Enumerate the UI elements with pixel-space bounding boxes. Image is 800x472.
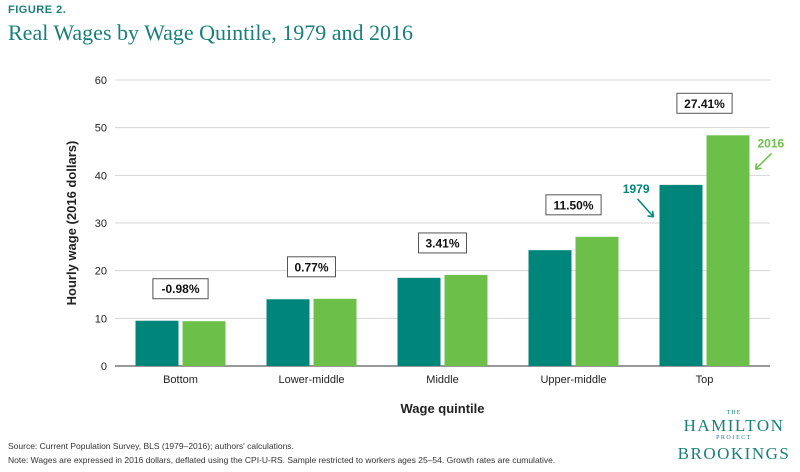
bar-1979-middle: [397, 277, 441, 366]
y-tick-label: 30: [95, 218, 107, 230]
y-tick-label: 50: [95, 123, 107, 135]
y-tick-label: 40: [95, 170, 107, 182]
bar-2016-top: [706, 135, 750, 366]
x-tick-label: Middle: [426, 374, 458, 386]
bar-1979-bottom: [135, 320, 179, 366]
source-note: Source: Current Population Survey, BLS (…: [8, 441, 294, 451]
bar-2016-bottom: [182, 321, 226, 366]
arrowhead-1979: [647, 210, 655, 218]
logo-hamilton: HAMILTON: [683, 416, 785, 435]
y-tick-label: 10: [95, 313, 107, 325]
bar-1979-top: [659, 184, 703, 366]
growth-label-box: [545, 194, 602, 216]
growth-label: 11.50%: [553, 198, 593, 212]
hamilton-brookings-logo: THE HAMILTON PROJECT BROOKINGS: [672, 410, 796, 468]
logo-the: THE: [726, 410, 742, 416]
arrow-1979: [636, 198, 655, 218]
bar-2016-upper-middle: [575, 236, 619, 366]
arrowhead-2016: [754, 163, 762, 171]
growth-label-box: [418, 232, 467, 254]
series-label-2016: 2016: [758, 136, 785, 150]
figure-label: FIGURE 2.: [8, 4, 67, 16]
bar-chart: 0 10 20 30 40 50 60 Hourly wage (2016 dollars) W…: [64, 75, 785, 416]
y-tick-label: 60: [95, 75, 107, 87]
growth-label-box: [152, 278, 209, 300]
y-axis-label: Hourly wage (2016 dollars): [64, 141, 79, 306]
methodology-note: Note: Wages are expressed in 2016 dollar…: [8, 455, 556, 465]
growth-label: 3.41%: [425, 236, 459, 250]
series-label-1979: 1979: [623, 182, 650, 196]
x-tick-label: Upper-middle: [540, 374, 606, 386]
x-axis-label: Wage quintile: [400, 401, 484, 416]
growth-label: 0.77%: [294, 260, 328, 274]
arrow-2016: [754, 152, 773, 170]
bar-1979-lower-middle: [266, 299, 310, 366]
growth-label: -0.98%: [161, 282, 199, 296]
bar-2016-middle: [444, 274, 488, 366]
chart-title: Real Wages by Wage Quintile, 1979 and 20…: [8, 20, 414, 45]
x-tick-label: Bottom: [163, 374, 198, 386]
x-tick-label: Lower-middle: [278, 374, 344, 386]
logo-project: PROJECT: [716, 435, 752, 441]
logo-brookings: BROOKINGS: [677, 444, 791, 463]
growth-label: 27.41%: [684, 97, 725, 111]
y-tick-label: 0: [101, 361, 107, 373]
growth-label-box: [676, 92, 733, 114]
growth-label-box: [287, 256, 336, 278]
bar-1979-upper-middle: [528, 250, 572, 366]
y-tick-label: 20: [95, 266, 107, 278]
x-tick-label: Top: [696, 374, 714, 386]
bar-2016-lower-middle: [313, 298, 357, 366]
